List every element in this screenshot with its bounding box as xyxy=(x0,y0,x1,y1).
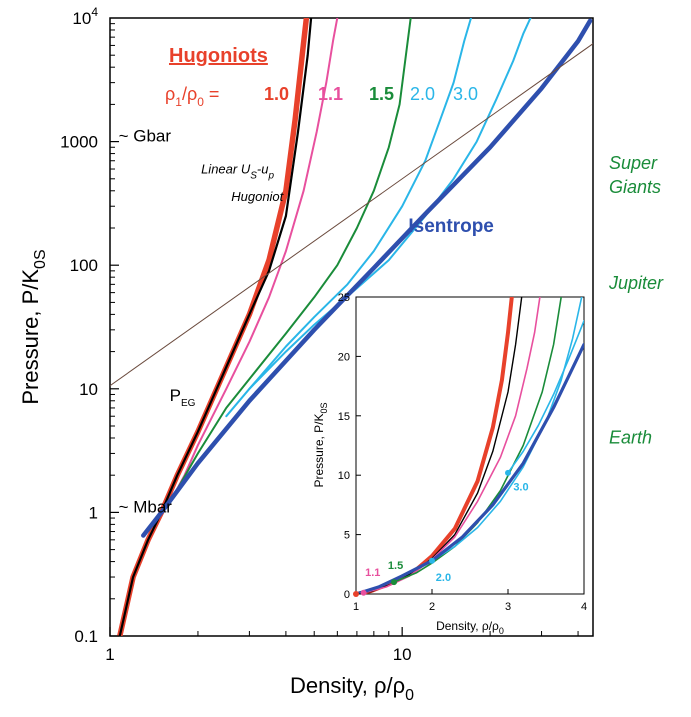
inset-y-tick-label: 10 xyxy=(338,470,350,482)
main-series-line-1-5 xyxy=(168,18,412,504)
inset-y-tick-label: 20 xyxy=(338,351,350,363)
main-series-line-linear-us-up-hugoniot xyxy=(118,18,313,636)
inset-x-tick-label: 2 xyxy=(429,601,435,613)
side-label-super-giants: Giants xyxy=(609,177,661,197)
inset-y-tick-label: 0 xyxy=(344,589,350,601)
main-y-tick-label: 10 xyxy=(79,380,98,399)
inset-start-marker xyxy=(505,469,511,476)
main-x-axis-label: Density, ρ/ρ0 xyxy=(290,673,414,704)
inset-x-tick-label: 1 xyxy=(353,601,359,613)
inset-markers-group: 1.1 1.5 2.0 3.0 xyxy=(353,469,529,597)
inset-series-group xyxy=(356,297,584,594)
main-series-line-2-0 xyxy=(225,18,472,418)
main-y-tick-label: 1000 xyxy=(60,133,98,152)
main-y-axis-label: Pressure, P/K0S xyxy=(18,249,49,404)
main-y-tick-label: 100 xyxy=(70,256,98,275)
legend-title: Hugoniots xyxy=(169,45,268,67)
side-labels-group: Super Giants Jupiter Earth xyxy=(608,153,664,448)
inset-x-axis-label: Density, ρ/ρ0 xyxy=(436,619,504,636)
inset-series-line-3-0 xyxy=(507,320,584,474)
legend-value-1-1: 1.1 xyxy=(318,84,343,104)
main-annotations-group: ~ Gbar ~ Mbar PEG Linear US-up Hugoniot Isent… xyxy=(119,127,494,517)
inset-marker-label-1-1: 1.1 xyxy=(365,567,380,579)
inset-y-axis-label: Pressure, P/K0S xyxy=(312,402,329,487)
side-label-jupiter: Jupiter xyxy=(608,273,664,293)
main-x-tick-label: 1 xyxy=(105,645,114,664)
inset-series-line-isentrope xyxy=(356,342,584,594)
inset-y-tick-label: 5 xyxy=(344,530,350,542)
side-label-super-giants: Super xyxy=(609,153,658,173)
annotation-gbar: ~ Gbar xyxy=(119,127,172,146)
legend-value-2-0: 2.0 xyxy=(410,84,435,104)
main-series-group xyxy=(110,18,593,636)
annotation-linear-u: Linear US-up xyxy=(201,162,274,182)
annotation-p: PEG xyxy=(170,386,196,409)
inset-marker-label-1-5: 1.5 xyxy=(388,560,403,572)
main-y-tick-top: 104 xyxy=(72,5,98,28)
inset-marker-label-2-0: 2.0 xyxy=(436,572,451,584)
inset-start-marker xyxy=(391,579,397,586)
main-x-tick-label: 10 xyxy=(393,645,412,664)
legend-value-3-0: 3.0 xyxy=(453,84,478,104)
inset-marker-label-3-0: 3.0 xyxy=(513,482,528,494)
inset-x-tick-label: 4 xyxy=(581,601,587,613)
main-series-line-1-1 xyxy=(168,18,339,504)
inset-start-marker xyxy=(360,589,367,596)
main-series-line-p-eg xyxy=(110,43,593,387)
inset-plot-frame xyxy=(355,296,585,595)
inset-start-marker xyxy=(429,557,435,564)
inset-chart: 1 2 3 4 0 5 10 15 20 25 1.1 1.5 2.0 3.0 Density, ρ/ρ… xyxy=(312,292,587,636)
main-series-line-isentrope xyxy=(141,18,593,538)
main-y-tick-label: 0.1 xyxy=(74,627,98,646)
annotation-isentrope: Isentrope xyxy=(408,216,494,237)
inset-series-line-2-0 xyxy=(431,297,583,562)
inset-y-tick-label: 25 xyxy=(338,292,350,304)
legend-value-1-0: 1.0 xyxy=(264,84,289,104)
main-y-tick-label: 1 xyxy=(89,503,98,522)
inset-x-tick-label: 3 xyxy=(505,601,511,613)
inset-ticks-group: 1 2 3 4 0 5 10 15 20 25 xyxy=(338,292,587,613)
legend-ratio-label: ρ1/ρ0 = xyxy=(165,84,219,109)
main-plot-frame xyxy=(109,17,594,637)
annotation-hugoniot: Hugoniot xyxy=(231,189,284,204)
legend-value-1-5: 1.5 xyxy=(369,84,394,104)
annotation-mbar: ~ Mbar xyxy=(119,497,173,516)
inset-start-marker xyxy=(353,591,359,597)
side-label-earth: Earth xyxy=(609,428,652,448)
inset-y-tick-label: 15 xyxy=(338,411,350,423)
